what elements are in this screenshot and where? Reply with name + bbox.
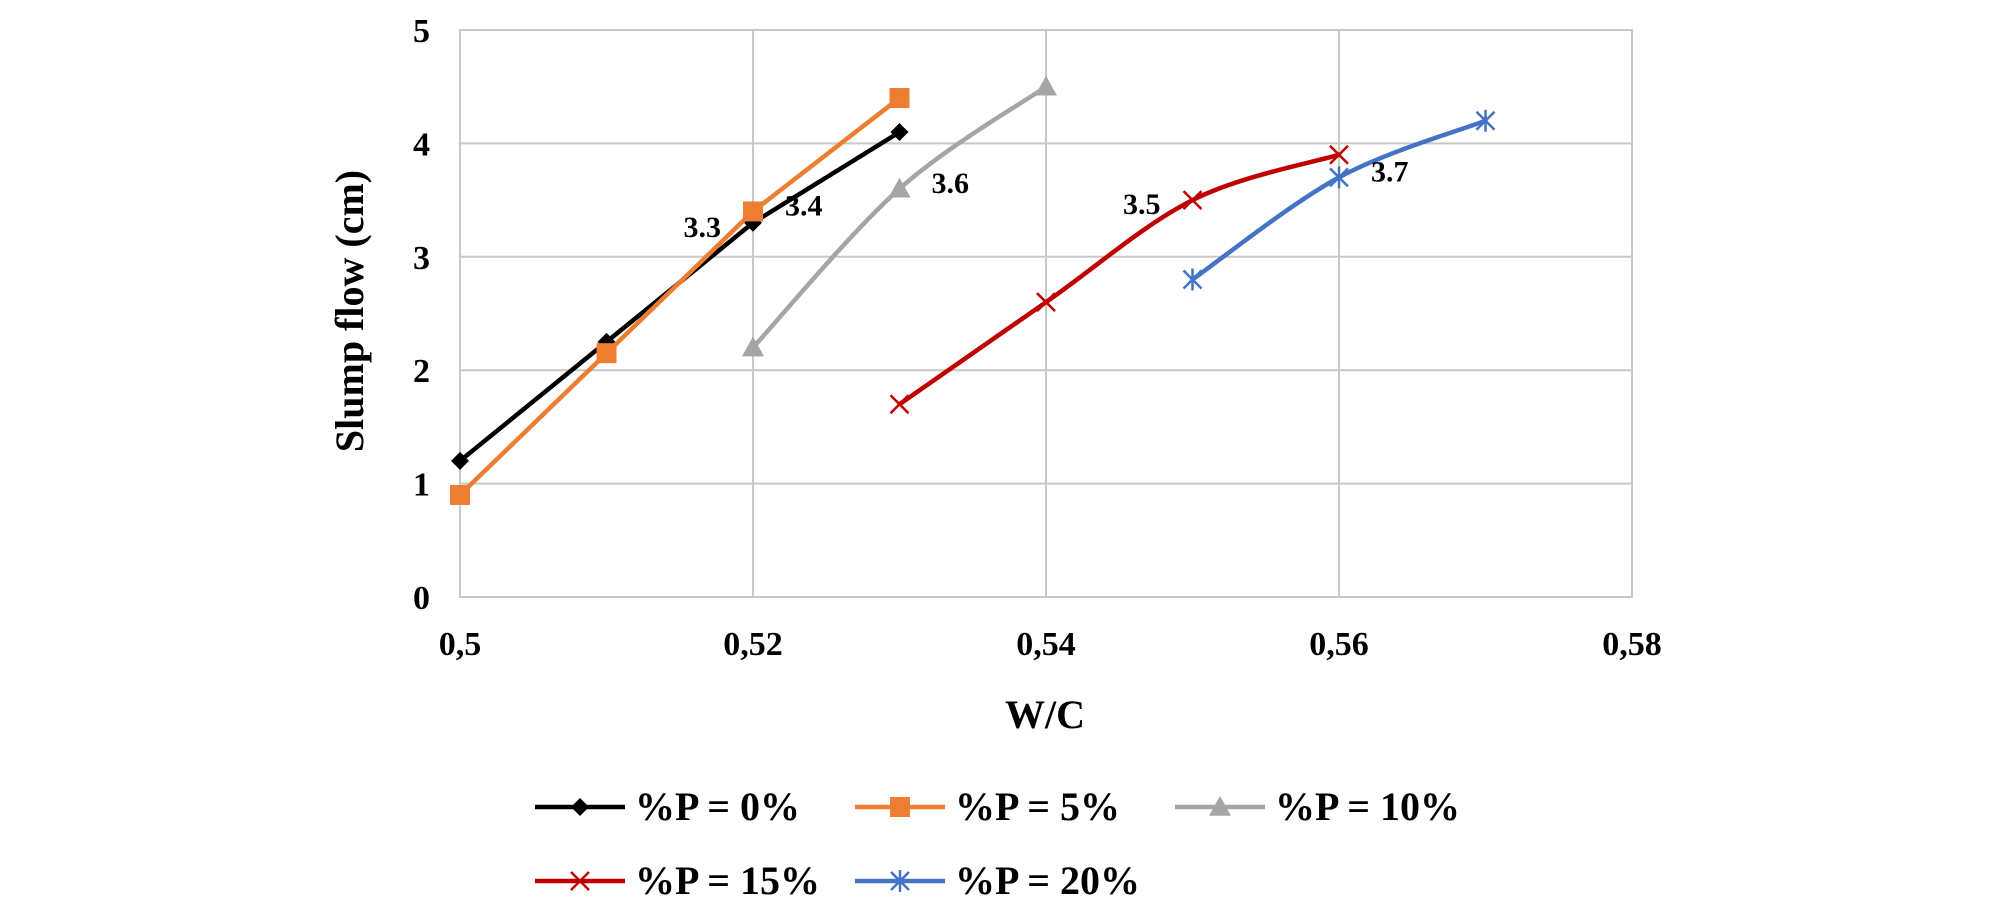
x-tick-label: 0,5 <box>439 626 482 663</box>
data-point <box>1036 292 1056 313</box>
legend-marker <box>570 871 590 891</box>
y-tick-label: 2 <box>413 353 430 390</box>
series-p-5 <box>450 88 910 505</box>
data-point <box>890 123 909 142</box>
data-point <box>742 336 764 357</box>
legend-item-p-15: %P = 15% <box>535 858 820 903</box>
data-point <box>450 484 470 505</box>
data-point <box>1182 190 1203 210</box>
y-tick-label: 3 <box>413 240 430 277</box>
x-tick-label: 0,52 <box>723 626 783 663</box>
plot-area <box>459 29 1633 598</box>
series-p-0 <box>451 123 909 470</box>
data-point <box>1329 166 1349 189</box>
legend-item-p-20: %P = 20% <box>855 858 1140 903</box>
legend: %P = 0% %P = 5% %P = 10% %P = 15% %P = 20% <box>535 784 1460 903</box>
data-label: 3.4 <box>785 189 823 222</box>
data-point <box>1475 109 1496 132</box>
data-label: 3.5 <box>1123 188 1161 221</box>
x-tick-label: 0,58 <box>1602 626 1662 663</box>
tick-labels: 0,5 0,52 0,54 0,56 0,58 0 1 2 3 4 5 <box>413 13 1662 663</box>
data-point <box>451 451 469 470</box>
legend-label: %P = 15% <box>635 858 820 903</box>
grid <box>459 29 1633 598</box>
data-label: 3.6 <box>932 167 970 200</box>
data-point <box>1182 268 1203 291</box>
y-axis-title: Slump flow (cm) <box>327 170 372 452</box>
legend-marker <box>571 798 589 816</box>
legend-label: %P = 5% <box>955 784 1120 829</box>
y-tick-label: 4 <box>413 126 430 163</box>
legend-item-p-5: %P = 5% <box>855 784 1120 829</box>
series-line <box>457 95 902 498</box>
data-point <box>889 88 910 109</box>
data-point <box>1035 75 1057 96</box>
series-line <box>457 129 902 464</box>
x-axis-title: W/C <box>1005 692 1085 737</box>
legend-label: %P = 20% <box>955 858 1140 903</box>
legend-marker <box>1209 796 1231 816</box>
series-p-20 <box>1182 109 1496 291</box>
x-tick-label: 0,54 <box>1016 626 1076 663</box>
x-tick-label: 0,56 <box>1309 626 1369 663</box>
legend-marker <box>890 797 910 817</box>
series-layer <box>450 75 1496 505</box>
y-tick-label: 1 <box>413 467 430 504</box>
legend-label: %P = 10% <box>1275 784 1460 829</box>
data-point <box>596 343 617 364</box>
data-label: 3.3 <box>684 211 722 244</box>
data-point <box>743 201 763 222</box>
data-labels: 3.3 3.4 3.6 3.5 3.7 <box>684 155 1409 243</box>
legend-marker <box>890 870 910 892</box>
y-tick-label: 0 <box>413 580 430 617</box>
data-point <box>889 394 910 415</box>
legend-label: %P = 0% <box>635 784 800 829</box>
series-p-15 <box>889 144 1349 415</box>
series-p-10 <box>742 75 1057 357</box>
legend-item-p-0: %P = 0% <box>535 784 800 829</box>
y-tick-label: 5 <box>413 13 430 50</box>
data-point <box>1329 144 1349 165</box>
legend-item-p-10: %P = 10% <box>1175 784 1460 829</box>
data-label: 3.7 <box>1371 155 1409 188</box>
data-point <box>888 177 911 198</box>
series-line <box>897 152 1342 407</box>
